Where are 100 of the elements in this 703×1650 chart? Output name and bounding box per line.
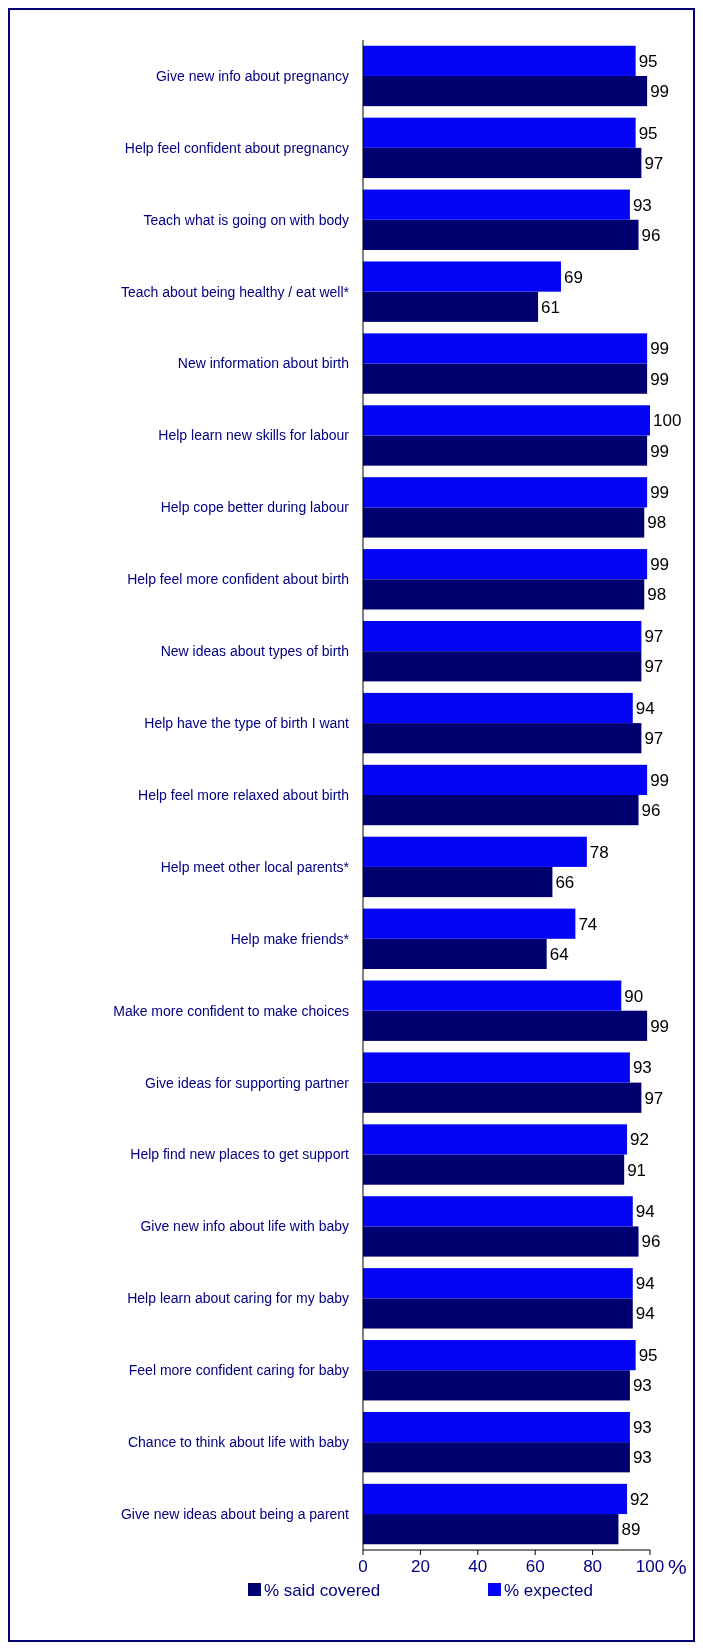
bar [363,117,636,148]
bar [363,1082,642,1113]
legend-label: % expected [504,1580,593,1600]
bar [363,1483,628,1515]
bar [363,147,642,179]
data-label: 78 [589,842,609,862]
bar [363,1226,639,1257]
data-label: 96 [641,801,661,821]
bar [363,908,576,939]
bar [363,795,639,826]
bar [363,1196,633,1227]
bar [363,692,633,724]
bar [363,579,645,610]
y-tick-label: Help make friends* [230,930,350,947]
y-tick-label: New ideas about types of birth [160,643,349,660]
y-tick-label: Help feel more relaxed about birth [138,786,349,803]
data-label: 97 [644,657,664,677]
x-tick-label: 60 [525,1557,545,1576]
bar [363,477,648,508]
y-tick-label: Help feel confident about pregnancy [124,139,349,156]
bar [363,764,648,795]
data-label: 91 [627,1160,647,1180]
data-label: 94 [635,1202,655,1222]
data-label: 96 [641,225,661,245]
bar [363,1298,633,1329]
y-tick-label: Make more confident to make choices [113,1002,349,1019]
y-tick-label: Chance to think about life with baby [127,1434,349,1451]
data-label: 90 [624,986,644,1006]
legend-label: % said covered [264,1580,381,1600]
y-tick-label: Teach what is going on with body [143,211,349,228]
y-tick-label: Help cope better during labour [160,499,350,516]
data-label: 100 [653,411,682,431]
x-tick-label: 100 [635,1557,665,1576]
data-label: 93 [632,1058,652,1078]
bar [363,1514,619,1545]
data-label: 69 [564,267,583,287]
x-tick-label: 80 [583,1557,603,1576]
data-label: 99 [650,483,670,503]
bar [363,620,642,652]
x-axis-title: % [668,1555,687,1578]
bar [363,405,650,436]
bar [363,1411,630,1443]
data-label: 89 [621,1520,641,1540]
bar [363,189,630,220]
bar [363,363,648,394]
y-tick-label: Give new ideas about being a parent [120,1505,350,1522]
data-label: 93 [632,1376,652,1396]
data-label: 97 [644,153,664,173]
data-label: 99 [650,441,670,461]
data-label: 99 [650,339,670,359]
x-tick-label: 20 [410,1557,430,1576]
bar [363,938,547,970]
y-tick-label: Teach about being healthy / eat well* [120,283,350,300]
data-label: 99 [650,770,670,790]
bar [363,1268,633,1299]
bar [363,75,648,107]
bar [363,291,539,322]
bar [363,333,648,364]
data-label: 96 [641,1232,661,1252]
data-label: 64 [549,944,569,964]
data-label: 95 [638,123,658,143]
data-label: 93 [632,1448,652,1468]
bar [363,1442,630,1473]
y-tick-label: Feel more confident caring for baby [128,1362,349,1379]
x-tick-label: 0 [358,1557,368,1576]
y-tick-label: Help learn about caring for my baby [127,1290,349,1307]
data-label: 98 [647,585,667,605]
bar [363,836,587,867]
data-label: 92 [630,1130,649,1150]
bar [363,219,639,250]
data-label: 98 [647,513,667,533]
bar [363,723,642,754]
bar [363,980,622,1011]
bar [363,1370,630,1401]
y-tick-label: Give new info about life with baby [140,1218,349,1235]
data-label: 99 [650,369,670,389]
data-label: 61 [541,297,560,317]
data-label: 92 [630,1489,649,1509]
data-label: 74 [578,914,598,934]
data-label: 99 [650,555,670,575]
bar [363,45,636,76]
bar [363,549,648,580]
data-label: 94 [635,1304,655,1324]
y-tick-label: Help have the type of birth I want [144,715,350,731]
bar [363,1124,628,1155]
bar [363,1154,625,1185]
y-tick-label: Give ideas for supporting partner [145,1074,350,1091]
data-label: 93 [632,195,652,215]
y-tick-label: Help meet other local parents* [160,858,350,875]
y-tick-label: Help find new places to get support [130,1146,350,1163]
bar [363,651,642,682]
y-tick-label: Help learn new skills for labour [158,427,350,444]
bar [363,1340,636,1371]
data-label: 94 [635,1274,655,1294]
data-label: 93 [632,1417,652,1437]
bar [363,1010,648,1041]
data-label: 66 [555,872,575,892]
y-tick-label: Give new info about pregnancy [155,67,349,84]
bar [363,507,645,538]
bar [363,261,562,292]
